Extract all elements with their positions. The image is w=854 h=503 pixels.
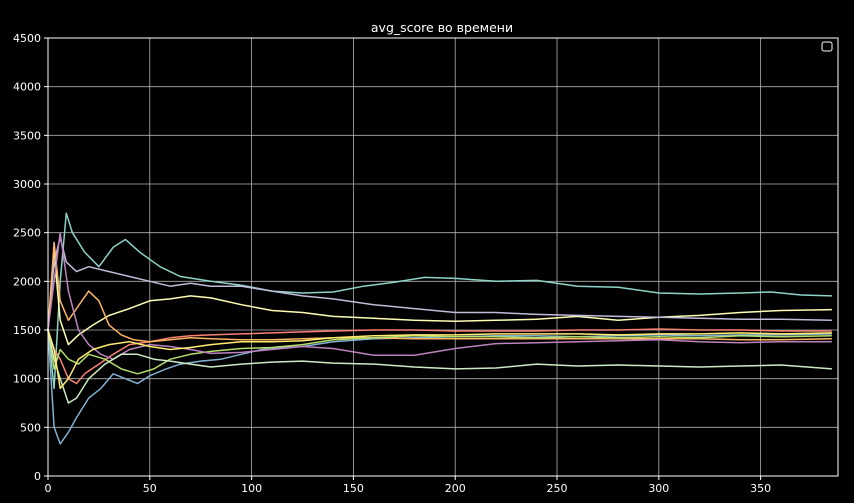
x-tick-label: 200: [445, 482, 466, 495]
x-tick-label: 250: [547, 482, 568, 495]
series-line-6: [47, 241, 832, 343]
y-tick-label: 2500: [13, 227, 41, 240]
x-tick-labels: 0 50 100 150 200 250 300 350: [45, 482, 772, 495]
legend-box: [821, 41, 833, 52]
x-tick-label: 50: [143, 482, 157, 495]
y-tick-label: 500: [20, 421, 41, 434]
y-tick-label: 2000: [13, 275, 41, 288]
y-tick-label: 4000: [13, 81, 41, 94]
y-tick-label: 1500: [13, 324, 41, 337]
y-tick-label: 1000: [13, 373, 41, 386]
x-tick-label: 350: [750, 482, 771, 495]
y-tick-label: 4500: [13, 32, 41, 45]
plot-frame: [47, 37, 839, 477]
series-line-3: [47, 236, 832, 331]
x-tick-label: 100: [241, 482, 262, 495]
series-line-8: [47, 231, 832, 360]
series-line-2: [47, 251, 832, 346]
chart-title: avg_score во времени: [371, 20, 513, 35]
x-tick-label: 150: [343, 482, 364, 495]
series-lines: [47, 212, 832, 445]
y-tick-label: 3000: [13, 178, 41, 191]
series-line-4: [47, 328, 832, 385]
y-tick-label: 3500: [13, 129, 41, 142]
y-tick-label: 0: [34, 470, 41, 483]
x-tick-label: 300: [648, 482, 669, 495]
y-tick-labels: 0 500 1000 1500 2000 2500 3000 3500 4000 4500: [13, 32, 41, 483]
series-line-9: [47, 329, 832, 404]
series-line-7: [47, 329, 832, 375]
series-line-1: [47, 212, 832, 390]
series-line-10: [47, 329, 832, 390]
x-tick-label: 0: [45, 482, 52, 495]
axes: [44, 37, 839, 480]
